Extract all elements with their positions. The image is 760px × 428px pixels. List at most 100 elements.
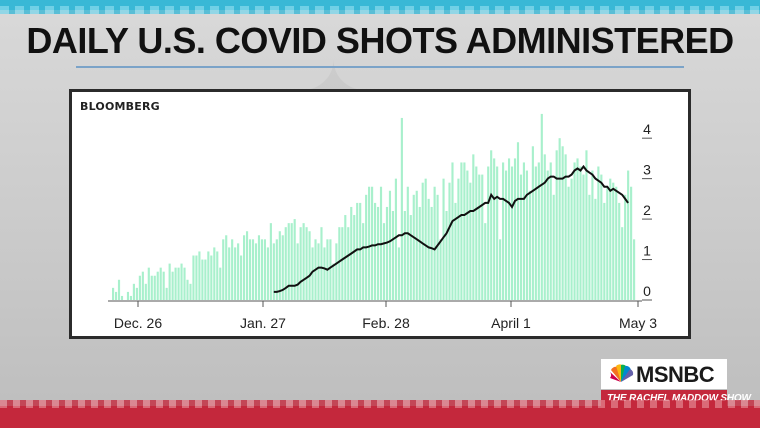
daily-shots-bar <box>406 186 409 300</box>
daily-shots-bar <box>528 190 531 300</box>
daily-shots-bar <box>609 178 612 300</box>
daily-shots-bar <box>475 166 478 300</box>
daily-shots-bar <box>624 194 627 300</box>
daily-shots-bar <box>341 227 344 300</box>
daily-shots-bar <box>335 243 338 300</box>
daily-shots-bar <box>112 287 115 300</box>
daily-shots-bar <box>606 186 609 300</box>
daily-shots-bar <box>546 170 549 300</box>
daily-shots-bar <box>153 275 156 300</box>
daily-shots-bar <box>436 194 439 300</box>
daily-shots-bar <box>594 198 597 300</box>
daily-shots-bar <box>320 227 323 300</box>
covid-shots-chart: Dec. 26 Jan. 27 Feb. 28 April 1 May 3 0 1 2 3 4 <box>108 113 657 331</box>
daily-shots-bar <box>540 113 543 300</box>
daily-shots-bar <box>478 174 481 300</box>
daily-shots-bar <box>415 190 418 300</box>
daily-shots-bar <box>630 186 633 300</box>
daily-shots-bar <box>430 206 433 300</box>
daily-shots-bar <box>141 271 144 300</box>
x-tick-label: May 3 <box>619 315 657 331</box>
title-underline <box>76 66 684 68</box>
daily-shots-bar <box>552 194 555 300</box>
daily-shots-bar <box>278 231 281 300</box>
daily-shots-bar <box>251 239 255 300</box>
daily-shots-bar <box>126 291 130 300</box>
daily-shots-bar <box>269 223 272 300</box>
daily-shots-bar <box>469 182 472 300</box>
peacock-icon <box>610 364 634 382</box>
daily-shots-bar <box>347 227 350 300</box>
daily-shots-bar <box>549 162 552 300</box>
daily-shots-bar <box>567 186 570 300</box>
daily-shots-bar <box>293 219 296 300</box>
daily-shots-bar <box>615 186 618 300</box>
daily-shots-bar <box>555 150 558 300</box>
daily-shots-bar <box>213 247 216 300</box>
daily-shots-bar <box>260 239 263 300</box>
x-tick-label: Jan. 27 <box>240 315 286 331</box>
daily-shots-bar <box>588 194 591 300</box>
daily-shots-bar <box>216 251 219 300</box>
daily-shots-bar <box>135 287 138 300</box>
daily-shots-bar <box>299 227 302 300</box>
y-tick-label: 0 <box>643 283 651 299</box>
daily-shots-bar <box>388 190 392 300</box>
daily-shots-bar <box>159 267 162 300</box>
daily-shots-bar <box>248 239 252 300</box>
daily-shots-bar <box>490 150 493 300</box>
daily-shots-bar <box>225 235 228 300</box>
daily-shots-bar <box>183 267 186 300</box>
daily-shots-bar <box>442 178 445 300</box>
daily-shots-bar <box>513 158 517 300</box>
daily-shots-bar <box>204 259 207 300</box>
daily-shots-bar <box>150 275 153 300</box>
top-color-band <box>0 0 760 14</box>
moving-average-line <box>273 164 629 293</box>
daily-shots-bar <box>507 158 511 300</box>
daily-shots-bar <box>391 211 394 300</box>
x-tick-label: Dec. 26 <box>114 315 162 331</box>
daily-shots-bar <box>564 154 567 300</box>
daily-shots-bar <box>472 154 475 300</box>
daily-shots-bar <box>612 182 615 300</box>
daily-shots-bar <box>621 227 624 300</box>
page-title: DAILY U.S. COVID SHOTS ADMINISTERED <box>26 20 734 61</box>
daily-shots-bar <box>579 166 582 300</box>
daily-shots-bar <box>618 202 621 300</box>
daily-shots-bar <box>534 166 537 300</box>
daily-shots-bar <box>275 239 278 300</box>
daily-shots-bar <box>570 178 573 300</box>
daily-shots-bar <box>287 223 290 300</box>
daily-shots-bar <box>162 271 165 300</box>
daily-shots-bar <box>585 150 588 300</box>
daily-shots-bar <box>409 215 412 300</box>
logo-white-block: MSNBC <box>601 359 727 389</box>
daily-shots-bar <box>147 267 150 300</box>
y-tick-label: 4 <box>643 121 651 137</box>
daily-shots-bar <box>582 174 585 300</box>
daily-shots-bar <box>439 239 442 300</box>
daily-shots-bar <box>189 283 192 300</box>
daily-shots-bar <box>463 162 466 300</box>
daily-shots-bar <box>168 263 171 300</box>
daily-shots-bar <box>543 154 546 300</box>
daily-shots-bar <box>385 206 389 300</box>
daily-shots-bar <box>597 166 600 300</box>
daily-shots-bar <box>484 223 487 300</box>
daily-shots-bar <box>487 166 490 300</box>
daily-shots-bar <box>522 162 525 300</box>
daily-shots-bar <box>353 215 356 300</box>
daily-shots-bar <box>525 170 528 300</box>
daily-shots-bar <box>117 279 121 300</box>
daily-shots-bar <box>243 235 246 300</box>
msnbc-logo: MSNBC THE RACHEL MADDOW SHOW <box>601 359 751 409</box>
daily-shots-bar <box>424 178 427 300</box>
daily-shots-bar <box>323 247 326 300</box>
chart-source-label: BLOOMBERG <box>80 100 160 113</box>
daily-shots-bar <box>240 255 243 300</box>
daily-shots-bar <box>516 142 520 300</box>
daily-shots-bar <box>397 247 400 300</box>
daily-shots-bar <box>493 158 496 300</box>
daily-shots-bar <box>466 170 469 300</box>
